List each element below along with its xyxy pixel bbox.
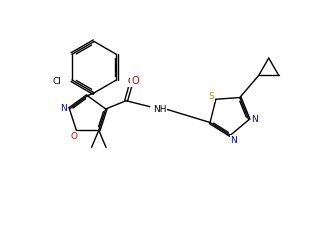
Text: Cl: Cl: [52, 77, 61, 86]
Text: NH: NH: [153, 106, 166, 114]
Text: N: N: [60, 104, 67, 113]
Text: N: N: [251, 115, 258, 124]
Text: S: S: [208, 92, 214, 101]
Text: O: O: [70, 132, 77, 141]
Text: N: N: [230, 136, 237, 145]
Text: Cl: Cl: [128, 77, 136, 86]
Text: O: O: [131, 76, 139, 86]
